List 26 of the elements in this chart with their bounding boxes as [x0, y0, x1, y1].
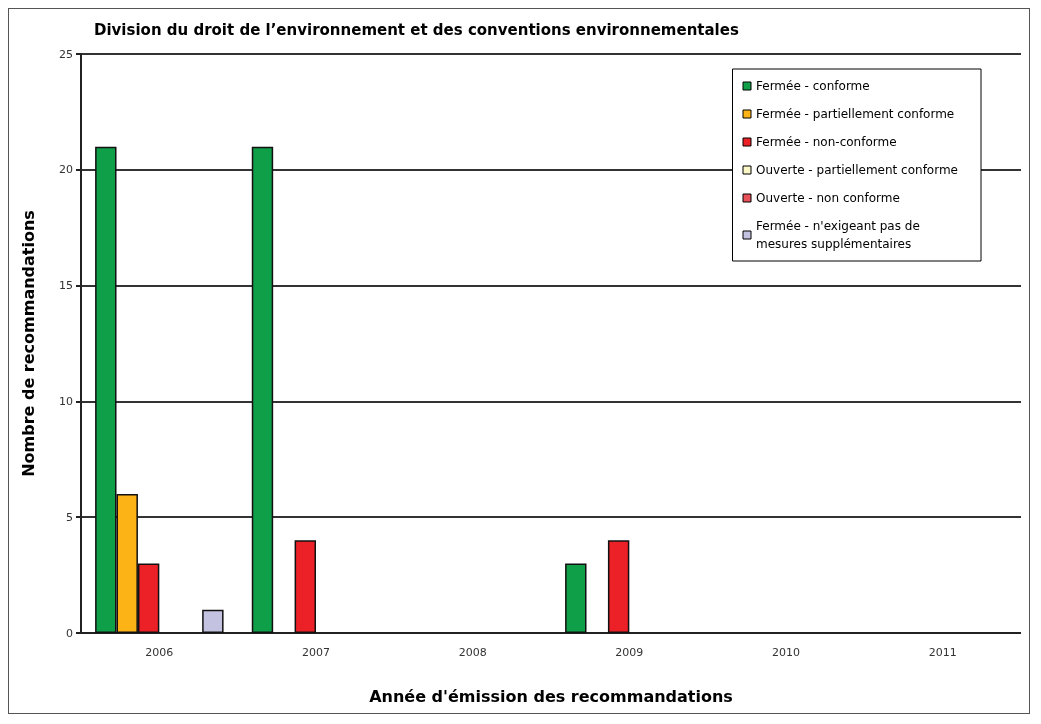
y-tick-label: 20 — [59, 163, 73, 177]
legend-label: Fermée - n'exigeant pas de mesures supplémentaires — [756, 219, 924, 251]
bar — [251, 146, 274, 633]
y-tick-label: 25 — [59, 47, 73, 61]
y-tick-label: 0 — [66, 626, 73, 640]
x-tick-label: 2007 — [302, 646, 330, 659]
y-tick-label: 5 — [66, 510, 73, 524]
legend-label: Fermée - conforme — [756, 79, 870, 93]
bar — [607, 540, 630, 633]
x-tick-label: 2010 — [772, 646, 800, 659]
legend-label: Fermée - non-conforme — [756, 135, 897, 149]
x-tick-label: 2006 — [145, 646, 174, 659]
bar — [202, 609, 224, 633]
bar — [294, 540, 316, 633]
y-axis-title: Nombre de recommandations — [18, 210, 38, 477]
y-tick-label: 15 — [59, 279, 73, 293]
x-tick-label: 2009 — [615, 646, 644, 659]
y-tick-label: 10 — [59, 394, 73, 408]
chart-title: Division du droit de l’environnement et des conventions environnementales — [94, 20, 739, 39]
legend-label: Ouverte - partiellement conforme — [756, 163, 958, 177]
legend-label: Ouverte - non conforme — [756, 191, 900, 205]
legend-label: Fermée - partiellement conforme — [756, 107, 955, 121]
x-axis-title: Année d'émission des recommandations — [369, 686, 733, 706]
bar — [565, 563, 587, 633]
x-tick-label: 2008 — [458, 646, 487, 659]
x-tick-label: 2011 — [928, 646, 957, 659]
